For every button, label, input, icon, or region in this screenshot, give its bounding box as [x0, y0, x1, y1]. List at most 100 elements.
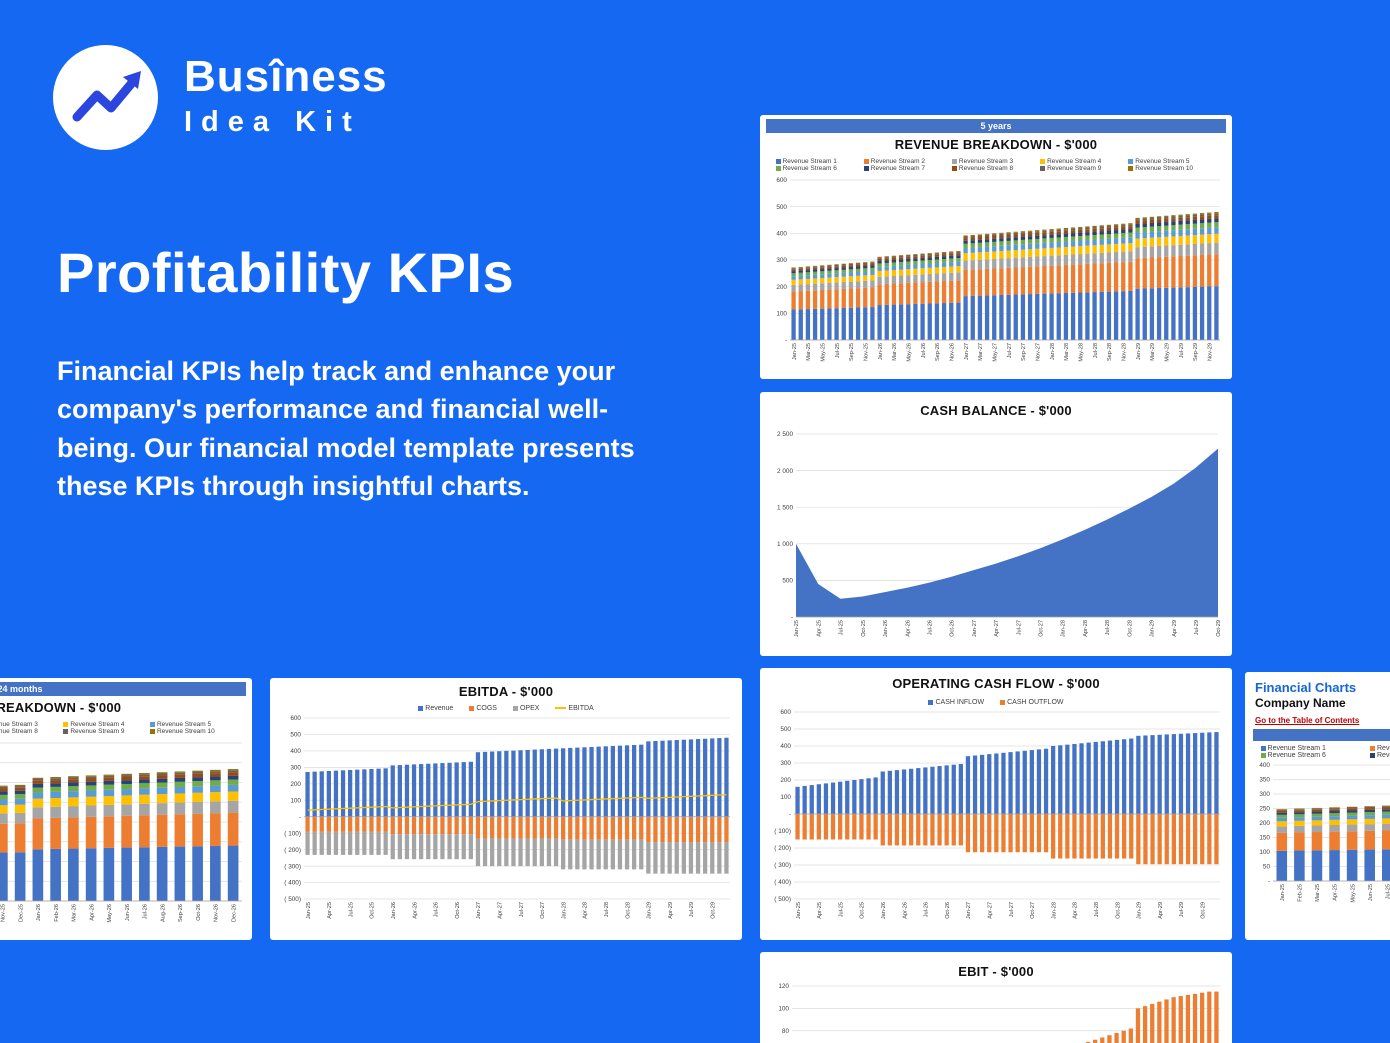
svg-text:250: 250	[1259, 806, 1270, 813]
svg-text:Apr-27: Apr-27	[497, 902, 503, 919]
legend-swatch	[775, 159, 781, 164]
legend-item: Revenue Stream 4	[1040, 158, 1128, 165]
legend-label: Revenue Stream 6	[782, 165, 837, 172]
svg-text:Oct-26: Oct-26	[455, 902, 461, 919]
trend-arrow-icon	[72, 71, 141, 122]
svg-text:Dec-25: Dec-25	[18, 904, 24, 922]
svg-text:Apr-28: Apr-28	[583, 902, 589, 919]
chart-title-ebitda: EBITDA - $'000	[458, 684, 554, 699]
legend-item: Revenue Stream 4	[63, 721, 150, 728]
svg-text:400: 400	[780, 743, 791, 750]
svg-text:Feb-26: Feb-26	[54, 904, 60, 922]
svg-text:400: 400	[776, 231, 787, 238]
legend-label: CASH INFLOW	[935, 698, 985, 706]
svg-text:2 000: 2 000	[777, 468, 793, 475]
svg-text:500: 500	[782, 578, 793, 585]
svg-text:Apr-26: Apr-26	[905, 620, 911, 637]
revenue-breakdown-24m-chart: 40035030025020015010050-Jan-25Feb-25Mar-…	[0, 742, 242, 923]
legend-item: Revenue Stream 6	[775, 165, 864, 172]
svg-text:600: 600	[290, 715, 301, 722]
legend-item: CASH INFLOW	[928, 699, 984, 706]
svg-text:Oct-26: Oct-26	[950, 620, 956, 637]
chart-card-revenue-breakdown-24m: 24 months REVENUE BREAKDOWN - $'000 Reve…	[0, 678, 252, 940]
svg-text:Jan-28: Jan-28	[1050, 343, 1056, 360]
svg-text:Jul-27: Jul-27	[1016, 620, 1022, 635]
legend-label: Revenue Stream 5	[1135, 158, 1190, 165]
svg-text:Jan-26: Jan-26	[36, 904, 42, 921]
svg-text:( 500): ( 500)	[774, 896, 791, 903]
svg-text:100: 100	[290, 797, 301, 804]
mini-revenue-chart: 400 350 300 250 200 150 100 50 - Jan-25 Feb-25 Mar-…	[1259, 762, 1390, 903]
svg-text:Apr-25: Apr-25	[816, 620, 822, 637]
svg-text:Apr-27: Apr-27	[994, 620, 1000, 637]
svg-text:May-26: May-26	[107, 904, 113, 923]
legend-item: Revenue Stream 2	[1370, 745, 1390, 752]
svg-text:Jan-28: Jan-28	[1051, 902, 1057, 919]
svg-text:Jul-26: Jul-26	[143, 904, 149, 919]
svg-text:Jul-29: Jul-29	[689, 902, 695, 917]
legend-item: Revenue Stream 9	[1040, 165, 1128, 172]
legend-label: EBITDA	[568, 704, 594, 712]
svg-text:400: 400	[290, 748, 301, 755]
legend-swatch	[1040, 166, 1046, 171]
chart-legend-ebitda: Revenue COGS OPEX EBITDA	[274, 702, 738, 714]
svg-text:Jul-25: Jul-25	[348, 902, 354, 917]
svg-text:600: 600	[780, 709, 791, 716]
legend-label: Revenue Stream 1	[782, 158, 837, 165]
legend-swatch	[1370, 753, 1375, 758]
svg-text:Apr-29: Apr-29	[1172, 620, 1178, 637]
svg-text:Jul-29: Jul-29	[1194, 620, 1200, 635]
svg-text:May-25: May-25	[820, 343, 826, 362]
svg-text:300: 300	[290, 765, 301, 772]
legend-label: Revenue Stream 3	[0, 721, 38, 728]
svg-text:( 200): ( 200)	[774, 845, 791, 852]
svg-text:Jan-25: Jan-25	[306, 902, 312, 919]
svg-text:Oct-28: Oct-28	[625, 902, 631, 919]
svg-text:Jul-28: Jul-28	[1094, 902, 1100, 917]
mini-chart-header-bar	[1253, 729, 1390, 741]
legend-swatch	[928, 699, 934, 705]
svg-text:Jul-27: Jul-27	[1009, 902, 1015, 917]
svg-text:Jul-26: Jul-26	[921, 343, 927, 358]
ebitda-chart: 600 500 400 300 200 100 - ( 100) ( 200) ( 300) ( 4…	[284, 715, 730, 919]
chart-legend-revenue-breakdown: Revenue Stream 1 Revenue Stream 2 Revenue …	[764, 155, 1228, 175]
svg-text:Apr-28: Apr-28	[1073, 902, 1079, 919]
chart-card-ebitda: EBITDA - $'000 Revenue COGS OPEX EBITDA 600…	[270, 678, 742, 940]
legend-label: Revenue Stream 10	[1135, 165, 1194, 172]
brand-name-line2: Idea Kit	[184, 106, 361, 138]
svg-text:May-29: May-29	[1164, 343, 1170, 362]
brand-logo	[53, 45, 158, 150]
svg-text:100: 100	[778, 1006, 789, 1013]
ebit-chart: 12010080604020-( 20)( 40)Jan-25Apr-25Jul…	[778, 983, 1220, 1043]
svg-text:Oct-29: Oct-29	[710, 902, 716, 919]
svg-text:200: 200	[776, 284, 787, 291]
period-header-5-years: 5 years	[766, 119, 1226, 133]
legend-item: Revenue Stream 1	[1260, 745, 1370, 752]
legend-item: Revenue Stream 1	[775, 158, 864, 165]
company-name: Company Name	[1255, 696, 1346, 710]
legend-label: Revenue Stream 3	[958, 158, 1014, 165]
legend-item: Revenue Stream 3	[0, 721, 63, 728]
chart-card-ebit: EBIT - $'000 12010080604020-( 20)( 40)Ja…	[760, 952, 1232, 1043]
legend-label: Revenue Stream 10	[156, 728, 215, 735]
svg-text:Nov-25: Nov-25	[863, 343, 869, 361]
legend-label: Revenue Stream 8	[0, 728, 38, 735]
svg-text:Jan-27: Jan-27	[966, 902, 972, 919]
svg-text:500: 500	[290, 732, 301, 739]
svg-text:Jul-28: Jul-28	[604, 902, 610, 917]
page-description: Financial KPIs help track and enhance yo…	[57, 356, 635, 501]
svg-text:Jul-28: Jul-28	[1105, 620, 1111, 635]
svg-text:Jan-28: Jan-28	[561, 902, 567, 919]
svg-text:Jan-26: Jan-26	[878, 343, 884, 360]
legend-label: Revenue Stream 4	[1047, 158, 1102, 165]
chart-card-operating-cash-flow: OPERATING CASH FLOW - $'000 CASH INFLOW C…	[760, 668, 1232, 940]
revenue-breakdown-5y-chart: 600 500 400 300 200 100 -Jan-25 Mar-25 May-25 Jul…	[776, 177, 1220, 362]
svg-text:Nov-28: Nov-28	[1121, 343, 1127, 361]
svg-text:-: -	[791, 614, 793, 621]
table-of-contents-link[interactable]: Go to the Table of Contents	[1255, 716, 1360, 725]
svg-text:Oct-26: Oct-26	[945, 902, 951, 919]
legend-swatch	[1128, 166, 1134, 171]
svg-text:2 500: 2 500	[777, 431, 793, 438]
svg-text:Sep-28: Sep-28	[1107, 343, 1113, 361]
